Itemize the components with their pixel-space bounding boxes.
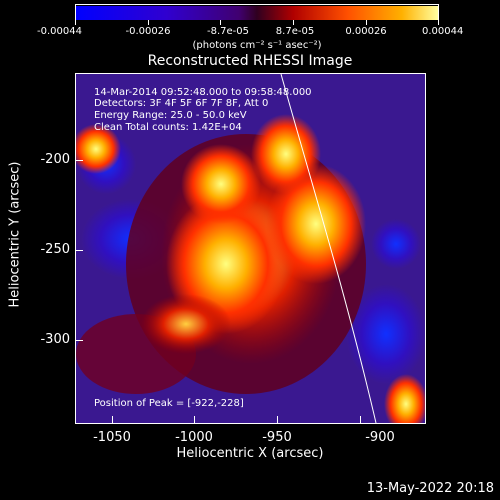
- energy-range-text: Energy Range: 25.0 - 50.0 keV: [94, 110, 247, 121]
- colorbar-tick: [366, 20, 367, 25]
- peak-position-text: Position of Peak = [-922,-228]: [94, 398, 244, 409]
- rhessi-image: [76, 74, 425, 423]
- colorbar-tick: [75, 20, 76, 25]
- colorbar-tick: [148, 20, 149, 25]
- y-axis-label: Heliocentric Y (arcsec): [7, 161, 23, 308]
- colorbar-tick: [438, 20, 439, 25]
- x-axis-label: Heliocentric X (arcsec): [176, 446, 324, 461]
- x-tick-label: -900: [365, 430, 395, 445]
- colorbar-tick-label: -8.7e-05: [207, 26, 249, 37]
- colorbar-tick-label: -0.00026: [125, 26, 171, 37]
- timestamp-footer: 13-May-2022 20:18: [366, 481, 494, 496]
- y-tick: [75, 160, 83, 161]
- x-tick: [360, 416, 361, 424]
- x-tick-label: -1000: [175, 430, 213, 445]
- colorbar-tick: [220, 20, 221, 25]
- x-tick: [277, 416, 278, 424]
- colorbar-tick: [293, 20, 294, 25]
- y-tick-label: -200: [40, 152, 70, 167]
- rhessi-image-panel: [75, 73, 426, 424]
- x-tick: [194, 416, 195, 424]
- colorbar: [75, 4, 439, 20]
- colorbar-tick-label: 0.00026: [345, 26, 387, 37]
- y-tick-label: -300: [40, 332, 70, 347]
- colorbar-tick-label: 8.7e-05: [275, 26, 315, 37]
- clean-counts-text: Clean Total counts: 1.42E+04: [94, 122, 242, 133]
- detectors-text: Detectors: 3F 4F 5F 6F 7F 8F, Att 0: [94, 98, 269, 109]
- colorbar-gradient: [76, 6, 438, 20]
- time-range-text: 14-Mar-2014 09:52:48.000 to 09:58:48.000: [94, 87, 312, 98]
- image-title: Reconstructed RHESSI Image: [147, 53, 353, 69]
- y-tick: [75, 250, 83, 251]
- y-tick-label: -250: [40, 242, 70, 257]
- x-tick-label: -1050: [93, 430, 131, 445]
- x-tick: [112, 416, 113, 424]
- colorbar-tick-label: -0.00044: [37, 26, 82, 37]
- colorbar-units: (photons cm⁻² s⁻¹ asec⁻²): [192, 40, 322, 51]
- x-tick-label: -950: [262, 430, 292, 445]
- y-tick: [75, 340, 83, 341]
- colorbar-tick-label: 0.00044: [422, 26, 464, 37]
